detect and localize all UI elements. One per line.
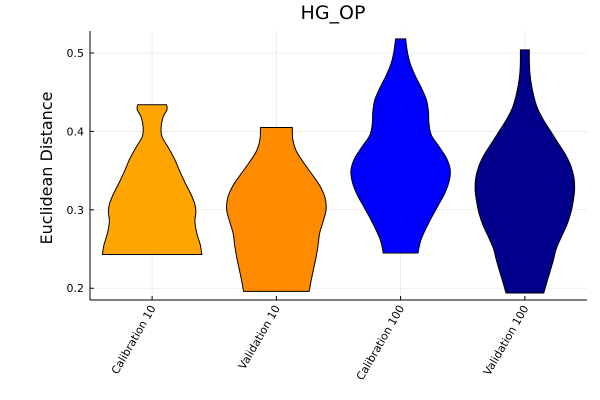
y-tick-label-1: 0.3	[67, 204, 85, 217]
y-tick-label-2: 0.4	[67, 125, 85, 138]
axis-layer	[89, 31, 587, 301]
y-tick-label-0: 0.2	[67, 282, 85, 295]
chart-title: HG_OP	[301, 2, 366, 24]
violin-calibration-10	[101, 104, 203, 256]
violin-validation-100	[474, 49, 576, 294]
violin-layer	[101, 38, 576, 294]
violin-validation-10	[226, 126, 327, 292]
y-tick-labels: 0.2 0.3 0.4 0.5	[67, 47, 85, 295]
violin-calibration-100	[350, 38, 451, 254]
y-tick-label-3: 0.5	[67, 47, 85, 60]
y-axis-label: Euclidean Distance	[37, 92, 56, 245]
